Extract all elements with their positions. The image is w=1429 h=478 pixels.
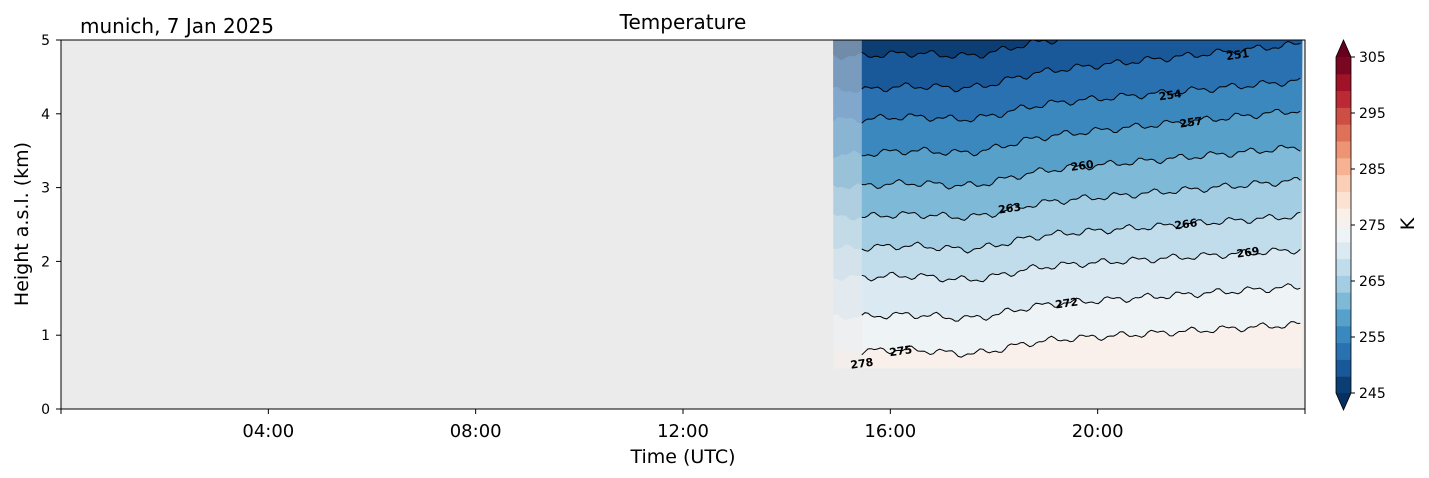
contour-line-275 — [861, 321, 1301, 358]
colorbar-segment — [1336, 191, 1351, 209]
colorbar-segment — [1336, 241, 1351, 260]
colorbar-segment — [1336, 309, 1351, 327]
x-tick-label: 12:00 — [657, 421, 709, 442]
field-band-248 — [833, 40, 1303, 61]
colorbar-segment — [1336, 174, 1351, 192]
contour-line-257 — [861, 109, 1301, 158]
colorbar-segment — [1336, 225, 1351, 243]
y-tick-label: 5 — [41, 33, 50, 49]
contour-label-254: 254 — [1158, 87, 1183, 103]
colorbar-tick-label: 245 — [1359, 386, 1386, 402]
contour-labels: 278 275 272 269 266 263 260 257 254 251 — [850, 47, 1261, 372]
contour-label-266: 266 — [1174, 216, 1199, 232]
contour-label-272: 272 — [1054, 295, 1079, 311]
contour-line-260 — [861, 144, 1301, 190]
contour-label-251: 251 — [1225, 47, 1250, 63]
colorbar-segment — [1336, 90, 1351, 108]
location-date-label: munich, 7 Jan 2025 — [80, 14, 274, 38]
colorbar-tick-label: 295 — [1359, 106, 1386, 122]
colorbar-segment — [1336, 73, 1351, 92]
contour-line-254 — [861, 77, 1301, 124]
colorbar-extend-top — [1336, 40, 1351, 57]
colorbar-label: K — [1397, 217, 1419, 230]
contour-line-272 — [861, 283, 1301, 322]
x-tick-label: 04:00 — [242, 421, 294, 442]
x-axis: 04:00 08:00 12:00 16:00 20:00 — [60, 409, 1306, 442]
colorbar-segment — [1336, 157, 1351, 176]
contour-label-257: 257 — [1179, 115, 1204, 131]
x-tick-label: 20:00 — [1072, 421, 1124, 442]
colorbar-tick-label: 255 — [1359, 330, 1386, 346]
contour-label-260: 260 — [1070, 158, 1095, 174]
colorbar-segment — [1336, 292, 1351, 310]
y-tick-label: 4 — [41, 107, 50, 123]
contour-label-269: 269 — [1236, 245, 1261, 261]
y-axis: 0 1 2 3 4 5 — [41, 33, 61, 418]
colorbar-segment — [1336, 258, 1351, 276]
colorbar-segment — [1336, 57, 1351, 75]
chart-title: Temperature — [619, 10, 747, 34]
colorbar-tick-label: 275 — [1359, 218, 1386, 234]
contour-label-263: 263 — [997, 201, 1022, 217]
contour-label-275: 275 — [888, 343, 913, 359]
x-tick-label: 08:00 — [450, 421, 502, 442]
contour-line-251 — [861, 40, 1301, 93]
colorbar-segment — [1336, 124, 1351, 142]
colorbar-tick-label: 305 — [1359, 50, 1386, 66]
colorbar-segment — [1336, 342, 1351, 360]
contour-lines — [861, 40, 1301, 358]
y-axis-label: Height a.s.l. (km) — [11, 142, 33, 306]
contour-label-278: 278 — [850, 356, 875, 372]
y-tick-label: 1 — [41, 328, 50, 344]
colorbar-segment — [1336, 107, 1351, 125]
colorbar-tick-label: 265 — [1359, 274, 1386, 290]
colorbar-segment — [1336, 275, 1351, 293]
colorbar-segment — [1336, 208, 1351, 226]
colorbar: 245 255 265 275 285 295 305 — [1335, 39, 1386, 411]
colorbar-segment — [1336, 325, 1351, 344]
y-tick-label: 3 — [41, 181, 50, 197]
y-tick-label: 2 — [41, 254, 50, 270]
y-tick-label: 0 — [41, 402, 50, 418]
contour-line-263 — [861, 177, 1301, 221]
field-fade-overlay — [833, 40, 862, 369]
colorbar-tick-label: 285 — [1359, 162, 1386, 178]
contour-line-266 — [861, 211, 1301, 254]
contour-line-248 — [861, 40, 1083, 59]
colorbar-segment — [1336, 359, 1351, 377]
x-tick-label: 16:00 — [864, 421, 916, 442]
x-axis-label: Time (UTC) — [629, 446, 735, 468]
colorbar-extend-bottom — [1336, 393, 1351, 410]
contour-line-269 — [861, 247, 1301, 283]
colorbar-segment — [1336, 141, 1351, 159]
temperature-field — [833, 40, 1303, 369]
colorbar-segment — [1336, 376, 1351, 394]
